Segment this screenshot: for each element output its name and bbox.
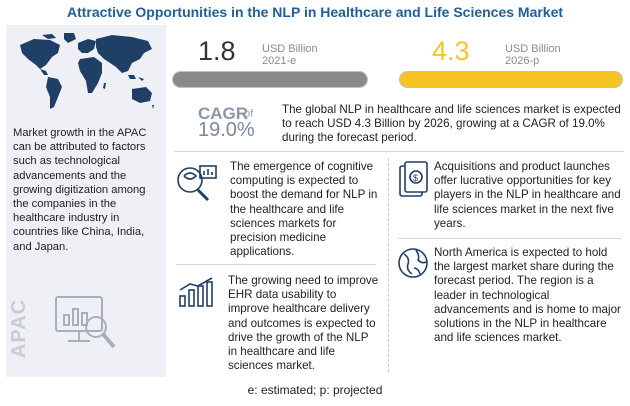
analytics-illustration-icon xyxy=(55,296,116,349)
stat-2026-value: 4.3 xyxy=(432,36,470,66)
globe-icon xyxy=(398,248,428,278)
stat-2026-unit: USD Billion xyxy=(505,43,561,55)
divider xyxy=(174,151,624,152)
stat-2021-year: 2021-e xyxy=(262,55,297,67)
stat-2021-value: 1.8 xyxy=(198,36,236,66)
cognitive-computing-icon xyxy=(177,165,217,202)
card-cognitive-computing-text: The emergence of cognitive computing is … xyxy=(230,160,378,259)
svg-text:$: $ xyxy=(413,173,418,183)
world-map-icon xyxy=(20,33,154,109)
cagr-of: of xyxy=(244,108,254,120)
divider-vertical xyxy=(388,158,389,372)
apac-description: Market growth in the APAC can be attribu… xyxy=(13,127,147,253)
apac-label: APAC xyxy=(8,298,31,359)
card-north-america-text: North America is expected to hold the la… xyxy=(434,246,621,345)
money-icon: $ xyxy=(399,161,428,197)
page-title: Attractive Opportunities in the NLP in H… xyxy=(66,4,564,20)
market-summary: The global NLP in healthcare and life sc… xyxy=(282,103,621,145)
divider xyxy=(176,264,376,265)
stat-2026-bar-fill xyxy=(400,72,622,87)
card-acquisitions-text: Acquisitions and product launches offer … xyxy=(434,160,621,230)
stat-2021-bar xyxy=(172,71,368,88)
stat-2026-year: 2026-p xyxy=(505,55,540,67)
stat-2021-unit: USD Billion xyxy=(262,43,318,55)
footnote: e: estimated; p: projected xyxy=(247,383,383,397)
stat-2021-bar-fill xyxy=(173,72,367,87)
left-panel: Market growth in the APAC can be attribu… xyxy=(6,25,166,377)
cagr-value: 19.0% xyxy=(198,119,255,141)
growth-chart-icon xyxy=(179,277,213,307)
stat-2026-bar xyxy=(399,71,623,88)
card-ehr-data-text: The growing need to improve EHR data usa… xyxy=(228,274,379,373)
divider xyxy=(398,238,622,239)
cagr-label: CAGR xyxy=(198,104,249,123)
